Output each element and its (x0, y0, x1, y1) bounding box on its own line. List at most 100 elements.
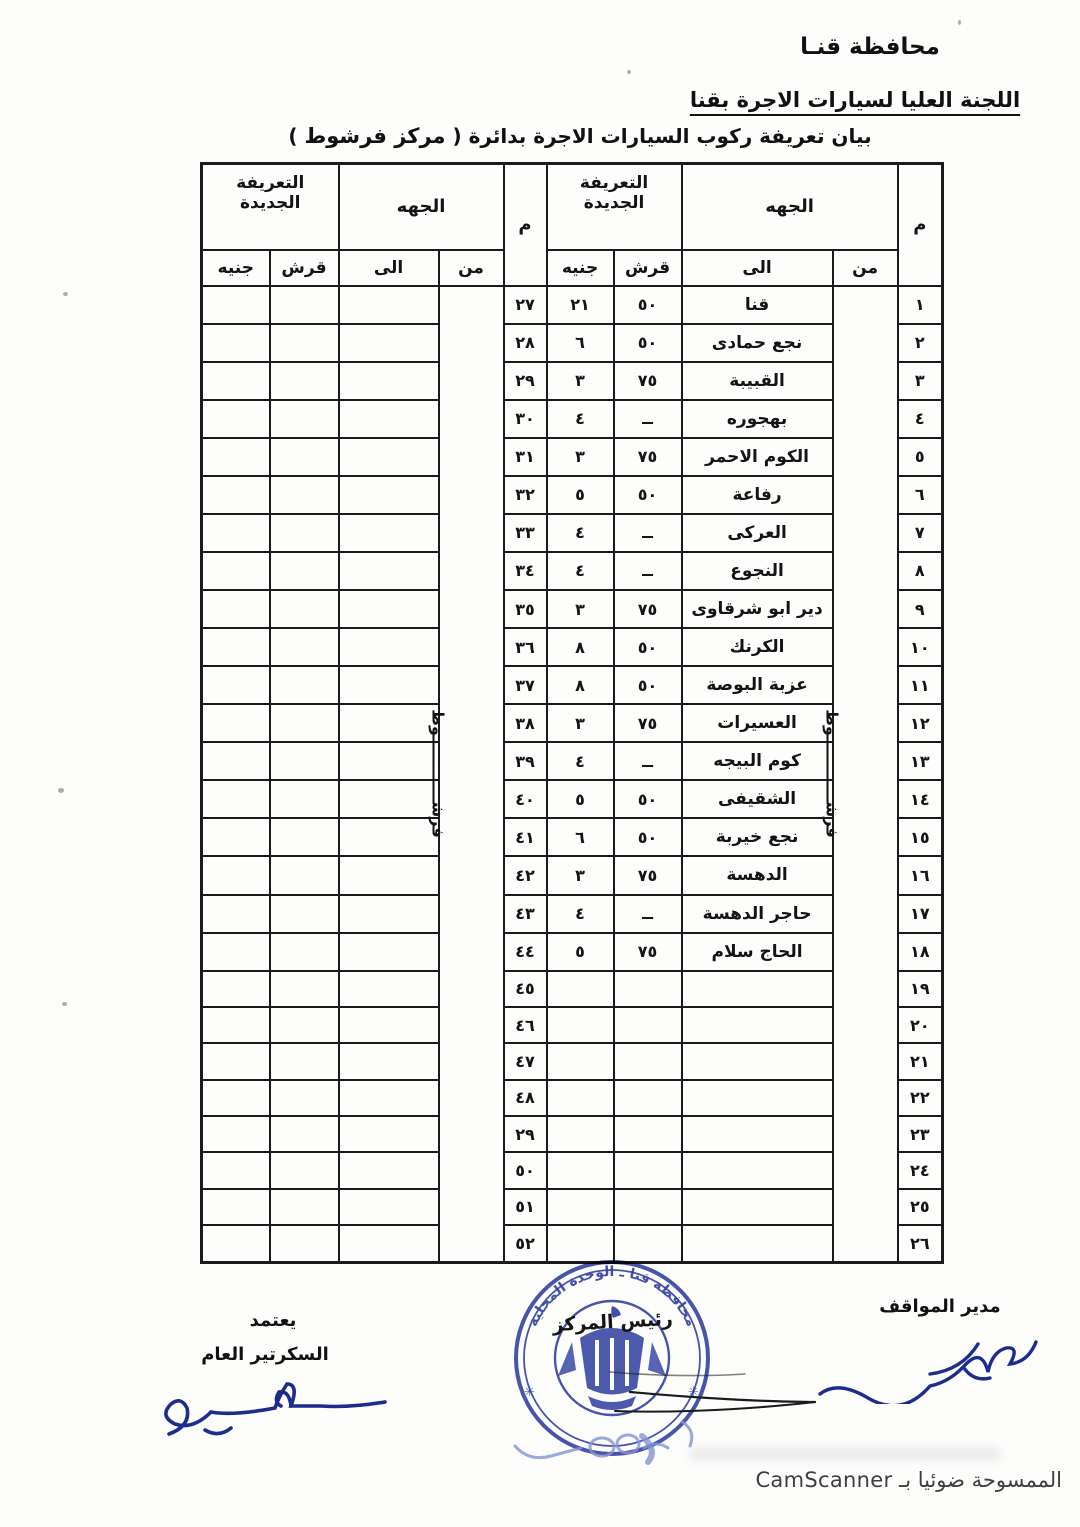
cell-qirsh-right: ٧٥ (612, 436, 683, 477)
table-row: ٣ القبيبة ٧٥ ٣ ٢٩ (200, 360, 944, 401)
cell-qirsh-left (268, 322, 340, 363)
header-seq-right: م (896, 162, 944, 287)
cell-geneih-left (200, 284, 271, 325)
cell-to-right (680, 1151, 834, 1190)
cell-seq-right: ٢٦ (896, 1224, 944, 1264)
cell-to-right (680, 1078, 834, 1118)
cell-to-left (337, 817, 440, 858)
cell-to-left (337, 779, 440, 820)
cell-qirsh-left (268, 817, 340, 858)
cell-seq-right: ٢٢ (896, 1078, 944, 1118)
official-stamp: محافظة قنا ـ الوحدة المحلية ✳ ✳ رئيس الم… (513, 1260, 817, 1465)
scan-speck (63, 292, 68, 296)
cell-geneih-right: ٣ (545, 588, 615, 630)
cell-seq-right: ٥ (896, 436, 944, 477)
cell-qirsh-left (268, 969, 340, 1008)
cell-qirsh-left (268, 1042, 340, 1081)
header-tariff-right: التعريفة الجديدة (545, 162, 683, 251)
table-row: ١٨ الحاج سلام ٧٥ ٥ ٤٤ (200, 931, 944, 972)
cell-seq-right: ٩ (896, 588, 944, 630)
cell-qirsh-right: ٧٥ (612, 931, 683, 972)
cell-qirsh-left (268, 1187, 340, 1227)
cell-geneih-right (545, 1187, 615, 1227)
cell-seq-right: ٨ (896, 550, 944, 592)
cell-seq-left: ٣٧ (502, 665, 548, 706)
cell-to-left (337, 931, 440, 972)
cell-seq-right: ٢٠ (896, 1005, 944, 1045)
statement-title: بيان تعريفة ركوب السيارات الاجرة بدائرة … (230, 124, 930, 148)
cell-qirsh-left (268, 1005, 340, 1045)
cell-seq-right: ٢٥ (896, 1187, 944, 1227)
cell-seq-right: ١٤ (896, 779, 944, 820)
cell-qirsh-right: ــ (612, 741, 683, 782)
cell-qirsh-left (268, 588, 340, 630)
table-row: ١١ عزبة البوصة ٥٠ ٨ ٣٧ (200, 665, 944, 706)
cell-to-left (337, 284, 440, 325)
cell-qirsh-left (268, 1078, 340, 1118)
stamp-middle-circle (523, 1269, 701, 1447)
cell-seq-right: ٤ (896, 398, 944, 439)
cell-to-right: الحاج سلام (680, 931, 834, 972)
cell-geneih-left (200, 703, 271, 744)
cell-seq-right: ١٨ (896, 931, 944, 972)
cell-to-right: الكوم الاحمر (680, 436, 834, 477)
cell-geneih-right: ٨ (545, 627, 615, 668)
cell-to-right: نجع خيربة (680, 817, 834, 858)
table-row: ٢١ ٤٧ (200, 1042, 944, 1081)
cell-to-right (680, 1005, 834, 1045)
cell-seq-right: ٢ (896, 322, 944, 363)
cell-geneih-left (200, 398, 271, 439)
cell-seq-left: ٤٧ (502, 1042, 548, 1081)
cell-from-right-merged: فرشــــــــــــوط (823, 284, 899, 1264)
cell-to-right (680, 969, 834, 1008)
cell-qirsh-right (612, 1042, 683, 1081)
cell-geneih-right (545, 1078, 615, 1118)
cell-seq-left: ٥٢ (502, 1224, 548, 1264)
cell-geneih-left (200, 550, 271, 592)
table-row: ١٤ الشقيفى ٥٠ ٥ ٤٠ (200, 779, 944, 820)
cell-to-left (337, 588, 440, 630)
fare-table-wrap: م الجهه التعريفة الجديدة م الجهه التعريف… (200, 162, 945, 1264)
cell-to-right (680, 1224, 834, 1264)
cell-geneih-right: ٨ (545, 665, 615, 706)
cell-seq-right: ٢٣ (896, 1114, 944, 1154)
table-header-row-2: من الى قرش جنيه من الى قرش جنيه (200, 248, 943, 287)
cell-geneih-right: ٢١ (545, 284, 615, 325)
header-geneih-right: جنيه (545, 248, 615, 287)
cell-geneih-left (200, 1078, 271, 1118)
fare-table-body: ١ فرشــــــــــــوط قنا ٥٠ ٢١ ٢٧ فرشــــــــــ… (200, 284, 944, 1264)
cell-geneih-right: ٣ (545, 703, 615, 744)
cell-to-left (337, 1187, 440, 1227)
cell-geneih-left (200, 588, 271, 630)
table-row: ٢٤ ٥٠ (200, 1151, 944, 1190)
cell-to-right: عزبة البوصة (680, 665, 834, 706)
header-from-right: من (831, 248, 899, 287)
center-head-signature (609, 1371, 817, 1413)
cell-seq-left: ٣٦ (502, 627, 548, 668)
cell-qirsh-right: ٧٥ (612, 588, 683, 630)
cell-seq-left: ٣٨ (502, 703, 548, 744)
cell-geneih-right: ٣ (545, 360, 615, 401)
statement-suffix: ) (288, 124, 305, 148)
cell-geneih-right: ٥ (545, 474, 615, 515)
table-row: ١ فرشــــــــــــوط قنا ٥٠ ٢١ ٢٧ فرشــــــــــ… (200, 284, 944, 1264)
cell-qirsh-right: ٥٠ (612, 665, 683, 706)
cell-qirsh-right (612, 1078, 683, 1118)
cell-geneih-right: ٦ (545, 817, 615, 858)
cell-to-right: الدهسة (680, 855, 834, 896)
table-row: ١٢ العسيرات ٧٥ ٣ ٣٨ (200, 703, 944, 744)
header-side-left: الجهه (337, 162, 505, 251)
table-row: ١٥ نجع خيربة ٥٠ ٦ ٤١ (200, 817, 944, 858)
cell-qirsh-right (612, 1005, 683, 1045)
cell-qirsh-right (612, 1187, 683, 1227)
cell-geneih-left (200, 627, 271, 668)
cell-qirsh-right (612, 1114, 683, 1154)
center-head-title: رئيس المركز (551, 1308, 673, 1336)
table-row: ٥ الكوم الاحمر ٧٥ ٣ ٣١ (200, 436, 944, 477)
cell-geneih-right: ٤ (545, 512, 615, 553)
cell-qirsh-right: ٥٠ (612, 779, 683, 820)
cell-seq-left: ٤٥ (502, 969, 548, 1008)
table-row: ٤ بهجوره ــ ٤ ٣٠ (200, 398, 944, 439)
cell-to-left (337, 855, 440, 896)
cell-to-left (337, 436, 440, 477)
